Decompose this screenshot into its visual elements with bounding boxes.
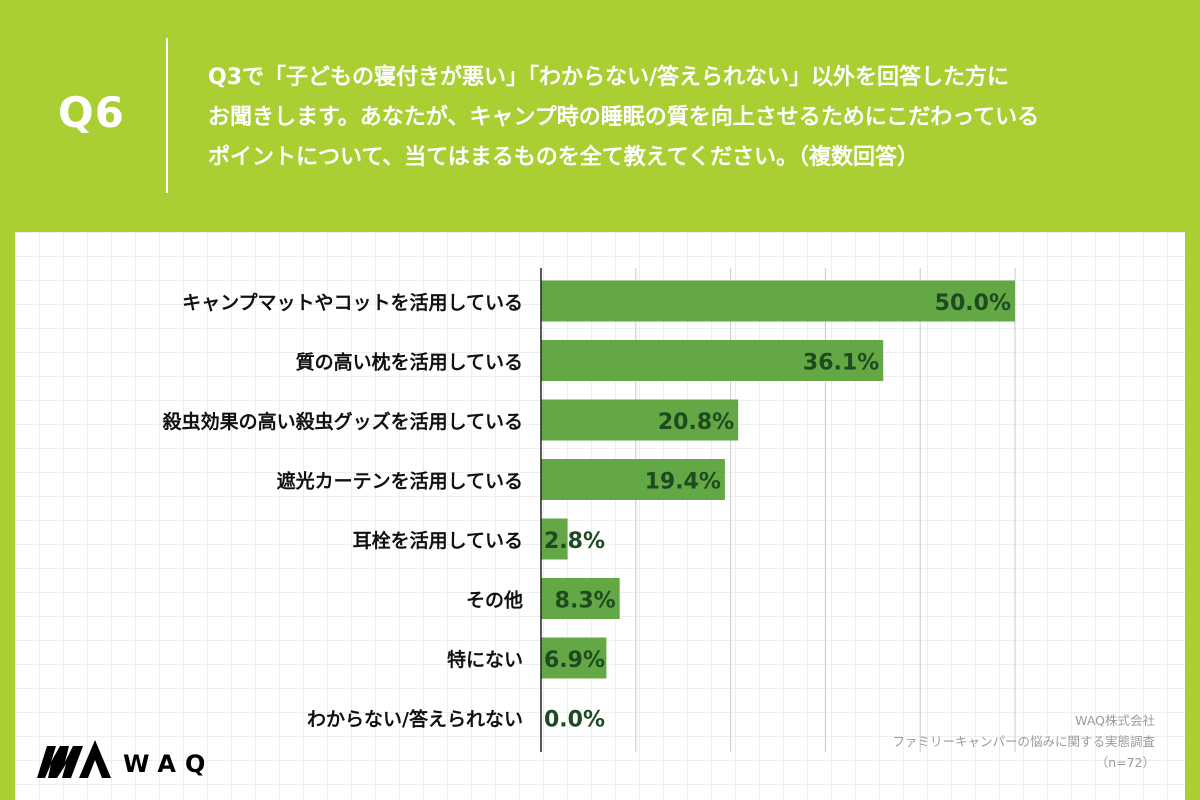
category-label: 質の高い枕を活用している bbox=[296, 351, 523, 374]
bar bbox=[541, 637, 607, 679]
value-label: 8.3% bbox=[555, 589, 616, 614]
bar bbox=[541, 280, 1015, 322]
question-line-3: ポイントについて、当てはまるものを全て教えてください。（複数回答） bbox=[208, 145, 920, 170]
bar bbox=[541, 459, 725, 500]
category-label: 殺虫効果の高い殺虫グッズを活用している bbox=[162, 410, 523, 433]
credit-survey: ファミリーキャンパーの悩みに関する実態調査 bbox=[892, 734, 1155, 749]
bar bbox=[541, 399, 739, 441]
value-label: 20.8% bbox=[658, 410, 734, 435]
bar bbox=[541, 578, 620, 619]
waq-logo-mark-icon bbox=[37, 740, 111, 778]
bar bbox=[541, 518, 568, 560]
waq-logo: WAQ bbox=[37, 740, 214, 778]
value-label: 50.0% bbox=[935, 291, 1011, 316]
question-header: Q6 Q3で「子どもの寝付きが悪い」「わからない/答えられない」以外を回答した方… bbox=[0, 0, 1200, 232]
question-line-1: Q3で「子どもの寝付きが悪い」「わからない/答えられない」以外を回答した方に bbox=[208, 65, 1010, 90]
category-label: 特にない bbox=[447, 649, 523, 671]
credit-company: WAQ株式会社 bbox=[1075, 713, 1155, 728]
value-label: 36.1% bbox=[803, 351, 879, 376]
value-label: 19.4% bbox=[645, 470, 721, 495]
header-divider bbox=[166, 38, 168, 193]
credit-sample: （n=72） bbox=[1095, 755, 1155, 770]
value-label: 6.9% bbox=[544, 648, 605, 673]
value-label: 2.8% bbox=[544, 529, 605, 554]
value-label: 0.0% bbox=[544, 708, 605, 733]
category-label: 遮光カーテンを活用している bbox=[277, 470, 523, 493]
category-label: 耳栓を活用している bbox=[353, 529, 523, 552]
bar bbox=[541, 340, 884, 381]
question-line-2: お聞きします。あなたが、キャンプ時の睡眠の質を向上させるためにこだわっている bbox=[208, 105, 1040, 130]
chart-panel: キャンプマットやコットを活用している 50.0% 質の高い枕を活用している 36.1%… bbox=[15, 232, 1185, 800]
survey-credit: WAQ株式会社 ファミリーキャンパーの悩みに関する実態調査 （n=72） bbox=[892, 710, 1155, 773]
question-number: Q6 bbox=[58, 88, 125, 137]
logo-wordmark: WAQ bbox=[123, 750, 214, 778]
category-label: わからない/答えられない bbox=[307, 708, 523, 731]
category-label: キャンプマットやコットを活用している bbox=[182, 291, 523, 314]
bar-chart: キャンプマットやコットを活用している 50.0% 質の高い枕を活用している 36.1%… bbox=[162, 268, 1016, 752]
category-label: その他 bbox=[466, 589, 523, 612]
question-text: Q3で「子どもの寝付きが悪い」「わからない/答えられない」以外を回答した方に お… bbox=[208, 58, 1183, 178]
